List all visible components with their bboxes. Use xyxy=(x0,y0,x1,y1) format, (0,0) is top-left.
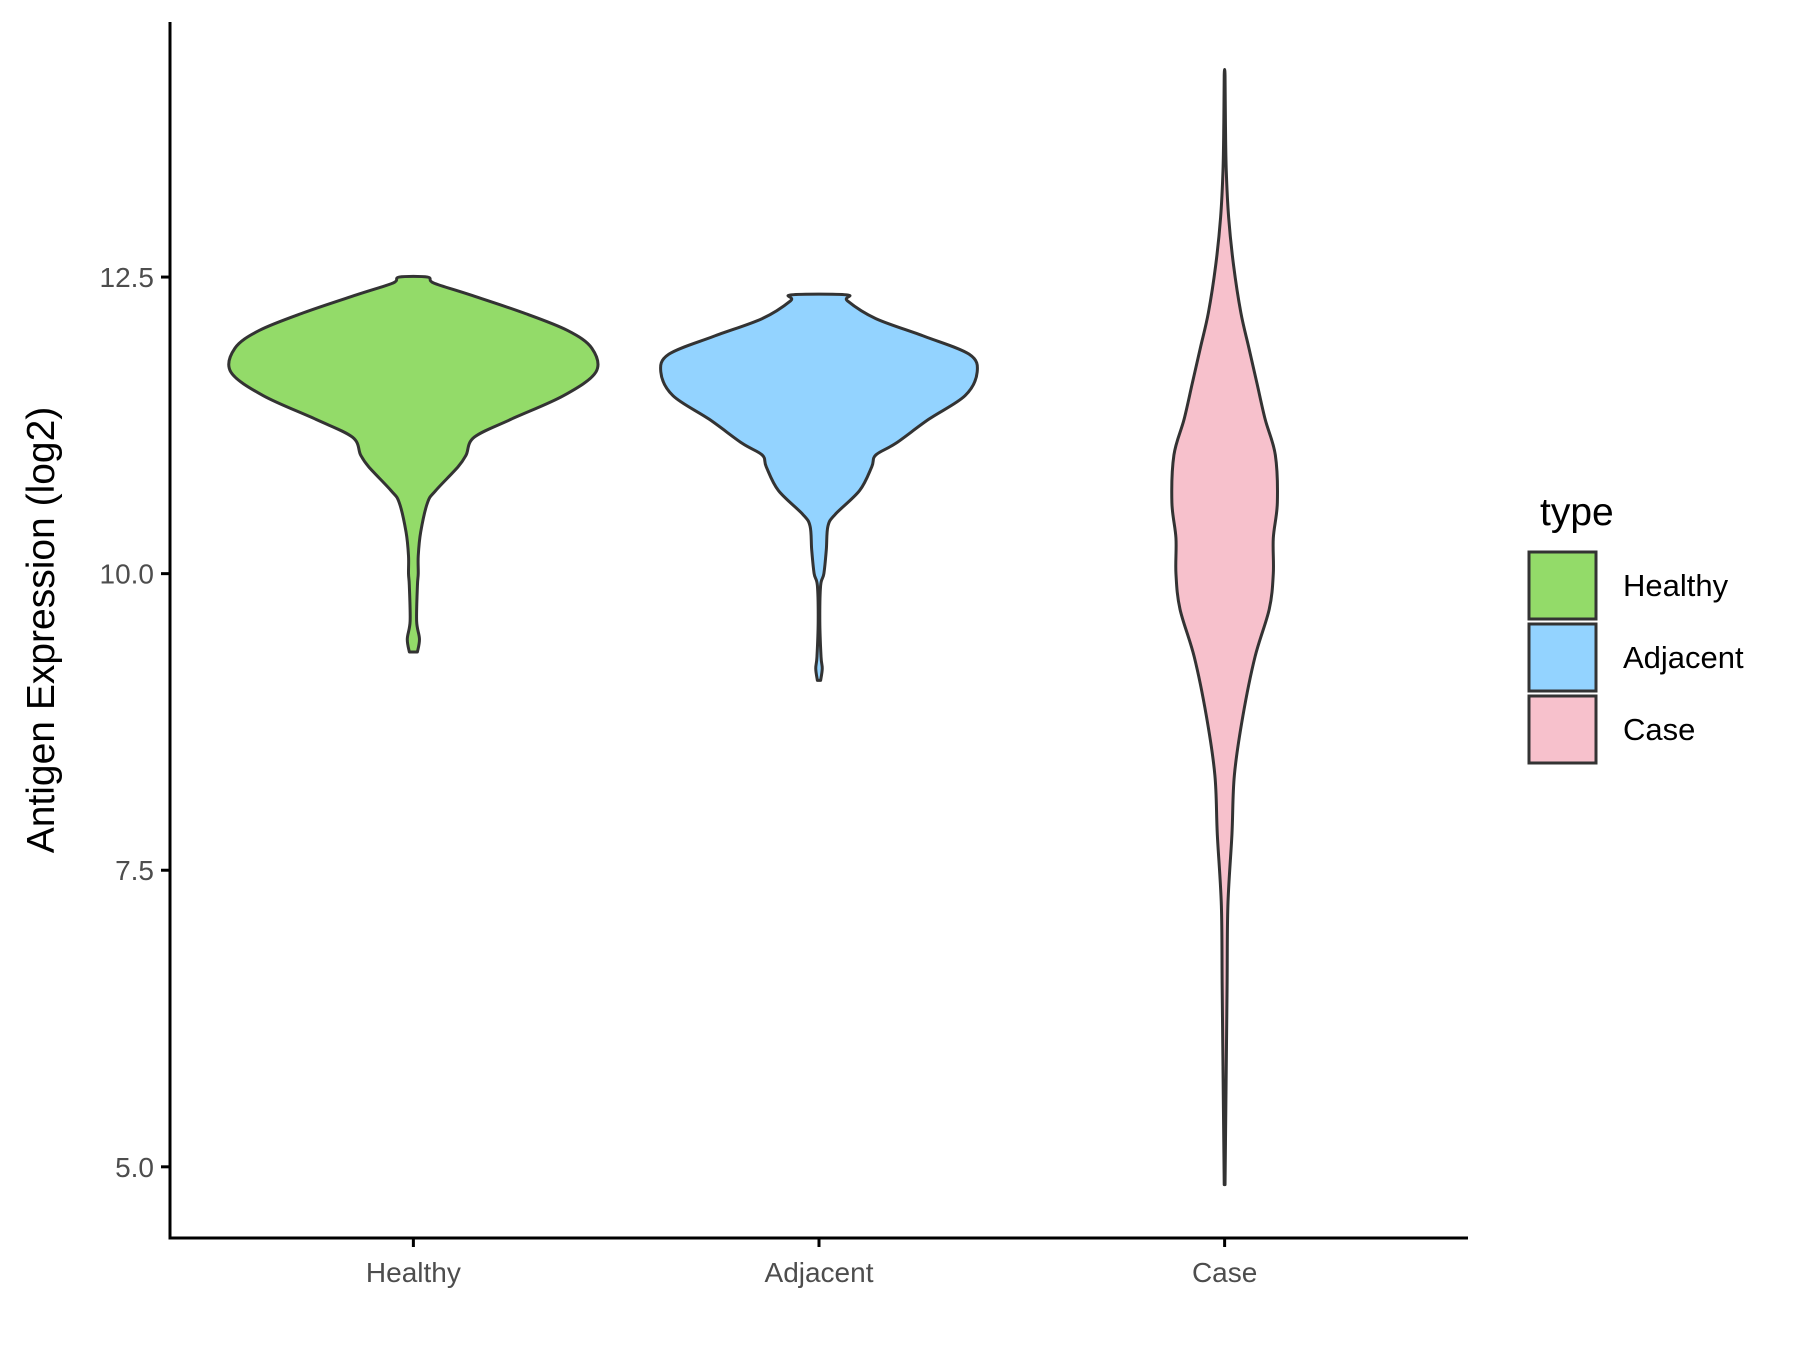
violin-adjacent xyxy=(659,292,979,682)
legend-label-case: Case xyxy=(1623,712,1695,747)
y-tick-label: 10.0 xyxy=(100,559,155,590)
y-axis-ticks: 5.0 7.5 10.0 12.5 xyxy=(100,262,170,1183)
y-tick-label: 7.5 xyxy=(115,855,154,886)
x-tick-label: Adjacent xyxy=(765,1257,874,1288)
x-axis-ticks: Healthy Adjacent Case xyxy=(366,1238,1257,1288)
legend-key-adjacent xyxy=(1527,622,1598,693)
legend-key-case xyxy=(1527,694,1598,765)
legend-key-healthy xyxy=(1527,550,1598,621)
violin-case xyxy=(1170,67,1279,1187)
violins-group xyxy=(227,67,1279,1187)
x-tick-label: Case xyxy=(1192,1257,1257,1288)
y-tick-label: 5.0 xyxy=(115,1152,154,1183)
y-tick-label: 12.5 xyxy=(100,262,155,293)
x-tick-label: Healthy xyxy=(366,1257,461,1288)
legend: type Healthy Adjacent Case xyxy=(1527,491,1744,765)
legend-label-adjacent: Adjacent xyxy=(1623,640,1744,675)
legend-title: type xyxy=(1540,491,1614,534)
legend-label-healthy: Healthy xyxy=(1623,568,1729,603)
y-axis-title: Antigen Expression (log2) xyxy=(20,407,63,854)
violin-healthy xyxy=(227,274,600,654)
